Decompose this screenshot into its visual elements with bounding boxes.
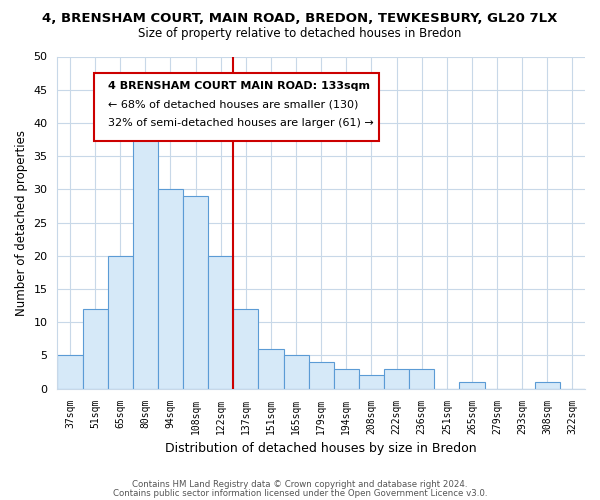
Text: Size of property relative to detached houses in Bredon: Size of property relative to detached ho… (139, 28, 461, 40)
Bar (384, 369, 409, 388)
Text: 32% of semi-detached houses are larger (61) →: 32% of semi-detached houses are larger (… (107, 118, 373, 128)
Bar (208, 256, 233, 388)
Bar (107, 256, 133, 388)
Bar (535, 382, 560, 388)
Text: Contains HM Land Registry data © Crown copyright and database right 2024.: Contains HM Land Registry data © Crown c… (132, 480, 468, 489)
Text: 4 BRENSHAM COURT MAIN ROAD: 133sqm: 4 BRENSHAM COURT MAIN ROAD: 133sqm (107, 82, 370, 92)
Bar (409, 369, 434, 388)
Bar (133, 130, 158, 388)
Y-axis label: Number of detached properties: Number of detached properties (15, 130, 28, 316)
Bar (58, 356, 83, 388)
Text: 4, BRENSHAM COURT, MAIN ROAD, BREDON, TEWKESBURY, GL20 7LX: 4, BRENSHAM COURT, MAIN ROAD, BREDON, TE… (43, 12, 557, 26)
Text: ← 68% of detached houses are smaller (130): ← 68% of detached houses are smaller (13… (107, 100, 358, 110)
Bar (460, 382, 485, 388)
Bar (284, 356, 308, 388)
Bar (183, 196, 208, 388)
Bar (259, 349, 284, 389)
Text: Contains public sector information licensed under the Open Government Licence v3: Contains public sector information licen… (113, 488, 487, 498)
FancyBboxPatch shape (94, 73, 379, 141)
Bar (158, 190, 183, 388)
Bar (359, 376, 384, 388)
Bar (308, 362, 334, 388)
Bar (233, 309, 259, 388)
Bar (83, 309, 107, 388)
X-axis label: Distribution of detached houses by size in Bredon: Distribution of detached houses by size … (166, 442, 477, 455)
Bar (334, 369, 359, 388)
